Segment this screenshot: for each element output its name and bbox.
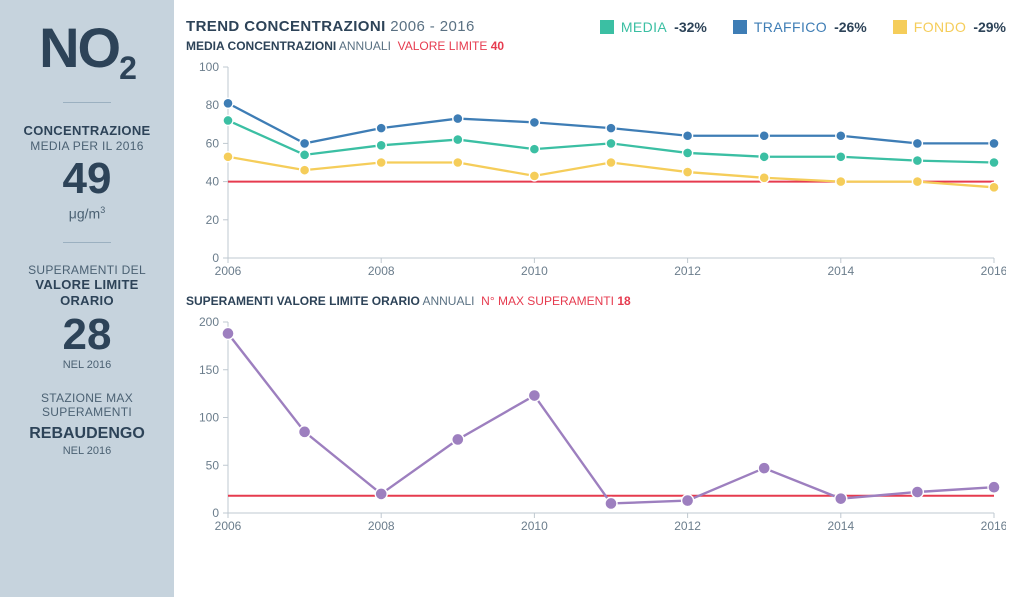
- legend-traffico: TRAFFICO -26%: [733, 19, 867, 35]
- svg-text:80: 80: [206, 98, 220, 112]
- station-name: REBAUDENGO: [29, 425, 145, 443]
- conc-unit: μg/m3: [24, 205, 151, 222]
- legend-fondo: FONDO -29%: [893, 19, 1006, 35]
- chart2-svg: 0 50 100 150 200 2006 2008 2010 2012 2014 2016: [186, 310, 1006, 535]
- legend: MEDIA -32% TRAFFICO -26% FONDO -29%: [600, 19, 1006, 35]
- exc-value: 28: [28, 313, 146, 357]
- station-label-2: SUPERAMENTI: [29, 405, 145, 419]
- svg-text:0: 0: [212, 251, 219, 265]
- legend-media: MEDIA -32%: [600, 19, 707, 35]
- exc-label-2: VALORE LIMITE: [28, 277, 146, 293]
- divider: [63, 102, 111, 103]
- concentration-block: CONCENTRAZIONE MEDIA PER IL 2016 49 μg/m…: [24, 123, 151, 222]
- chart-1: 0 20 40 60 80 100 2006 2008 2010 2012 2014 2016: [186, 55, 1006, 280]
- svg-text:2006: 2006: [215, 519, 242, 533]
- station-year: NEL 2016: [29, 445, 145, 457]
- swatch-icon: [600, 20, 614, 34]
- pollutant-sub: 2: [119, 50, 135, 86]
- svg-text:50: 50: [206, 458, 220, 472]
- sidebar: NO2 CONCENTRAZIONE MEDIA PER IL 2016 49 …: [0, 0, 174, 597]
- page-title: TREND CONCENTRAZIONI 2006 - 2016: [186, 18, 475, 35]
- svg-text:2014: 2014: [827, 264, 854, 278]
- chart2-subtitle: SUPERAMENTI VALORE LIMITE ORARIO ANNUALI…: [186, 294, 1006, 308]
- svg-text:150: 150: [199, 363, 219, 377]
- exc-year: NEL 2016: [28, 359, 146, 371]
- svg-text:2016: 2016: [981, 519, 1006, 533]
- conc-value: 49: [24, 157, 151, 201]
- swatch-icon: [893, 20, 907, 34]
- conc-label-2: MEDIA PER IL 2016: [24, 139, 151, 153]
- svg-text:2006: 2006: [215, 264, 242, 278]
- swatch-icon: [733, 20, 747, 34]
- chart-2: 0 50 100 150 200 2006 2008 2010 2012 2014 2016: [186, 310, 1006, 535]
- main-panel: TREND CONCENTRAZIONI 2006 - 2016 MEDIA -…: [174, 0, 1024, 597]
- divider: [63, 242, 111, 243]
- svg-text:100: 100: [199, 60, 219, 74]
- station-block: STAZIONE MAX SUPERAMENTI REBAUDENGO NEL …: [29, 391, 145, 457]
- svg-text:60: 60: [206, 136, 220, 150]
- exc-label-1: SUPERAMENTI DEL: [28, 263, 146, 277]
- svg-text:20: 20: [206, 213, 220, 227]
- conc-label-1: CONCENTRAZIONE: [24, 123, 151, 139]
- header-row: TREND CONCENTRAZIONI 2006 - 2016 MEDIA -…: [186, 18, 1006, 35]
- chart1-svg: 0 20 40 60 80 100 2006 2008 2010 2012 2014 2016: [186, 55, 1006, 280]
- svg-text:2012: 2012: [674, 519, 701, 533]
- svg-text:2014: 2014: [827, 519, 854, 533]
- svg-text:100: 100: [199, 411, 219, 425]
- svg-text:2008: 2008: [368, 519, 395, 533]
- svg-text:200: 200: [199, 315, 219, 329]
- pollutant-main: NO: [39, 16, 119, 79]
- title-bold: TREND CONCENTRAZIONI: [186, 18, 386, 35]
- title-light: 2006 - 2016: [390, 18, 474, 35]
- svg-text:2010: 2010: [521, 519, 548, 533]
- pollutant-title: NO2: [39, 20, 135, 76]
- svg-text:0: 0: [212, 506, 219, 520]
- svg-text:2016: 2016: [981, 264, 1006, 278]
- exc-label-3: ORARIO: [28, 293, 146, 309]
- station-label-1: STAZIONE MAX: [29, 391, 145, 405]
- exceedances-block: SUPERAMENTI DEL VALORE LIMITE ORARIO 28 …: [28, 263, 146, 372]
- svg-text:40: 40: [206, 175, 220, 189]
- svg-text:2008: 2008: [368, 264, 395, 278]
- svg-text:2012: 2012: [674, 264, 701, 278]
- chart1-subtitle: MEDIA CONCENTRAZIONI ANNUALI VALORE LIMI…: [186, 39, 1006, 53]
- svg-text:2010: 2010: [521, 264, 548, 278]
